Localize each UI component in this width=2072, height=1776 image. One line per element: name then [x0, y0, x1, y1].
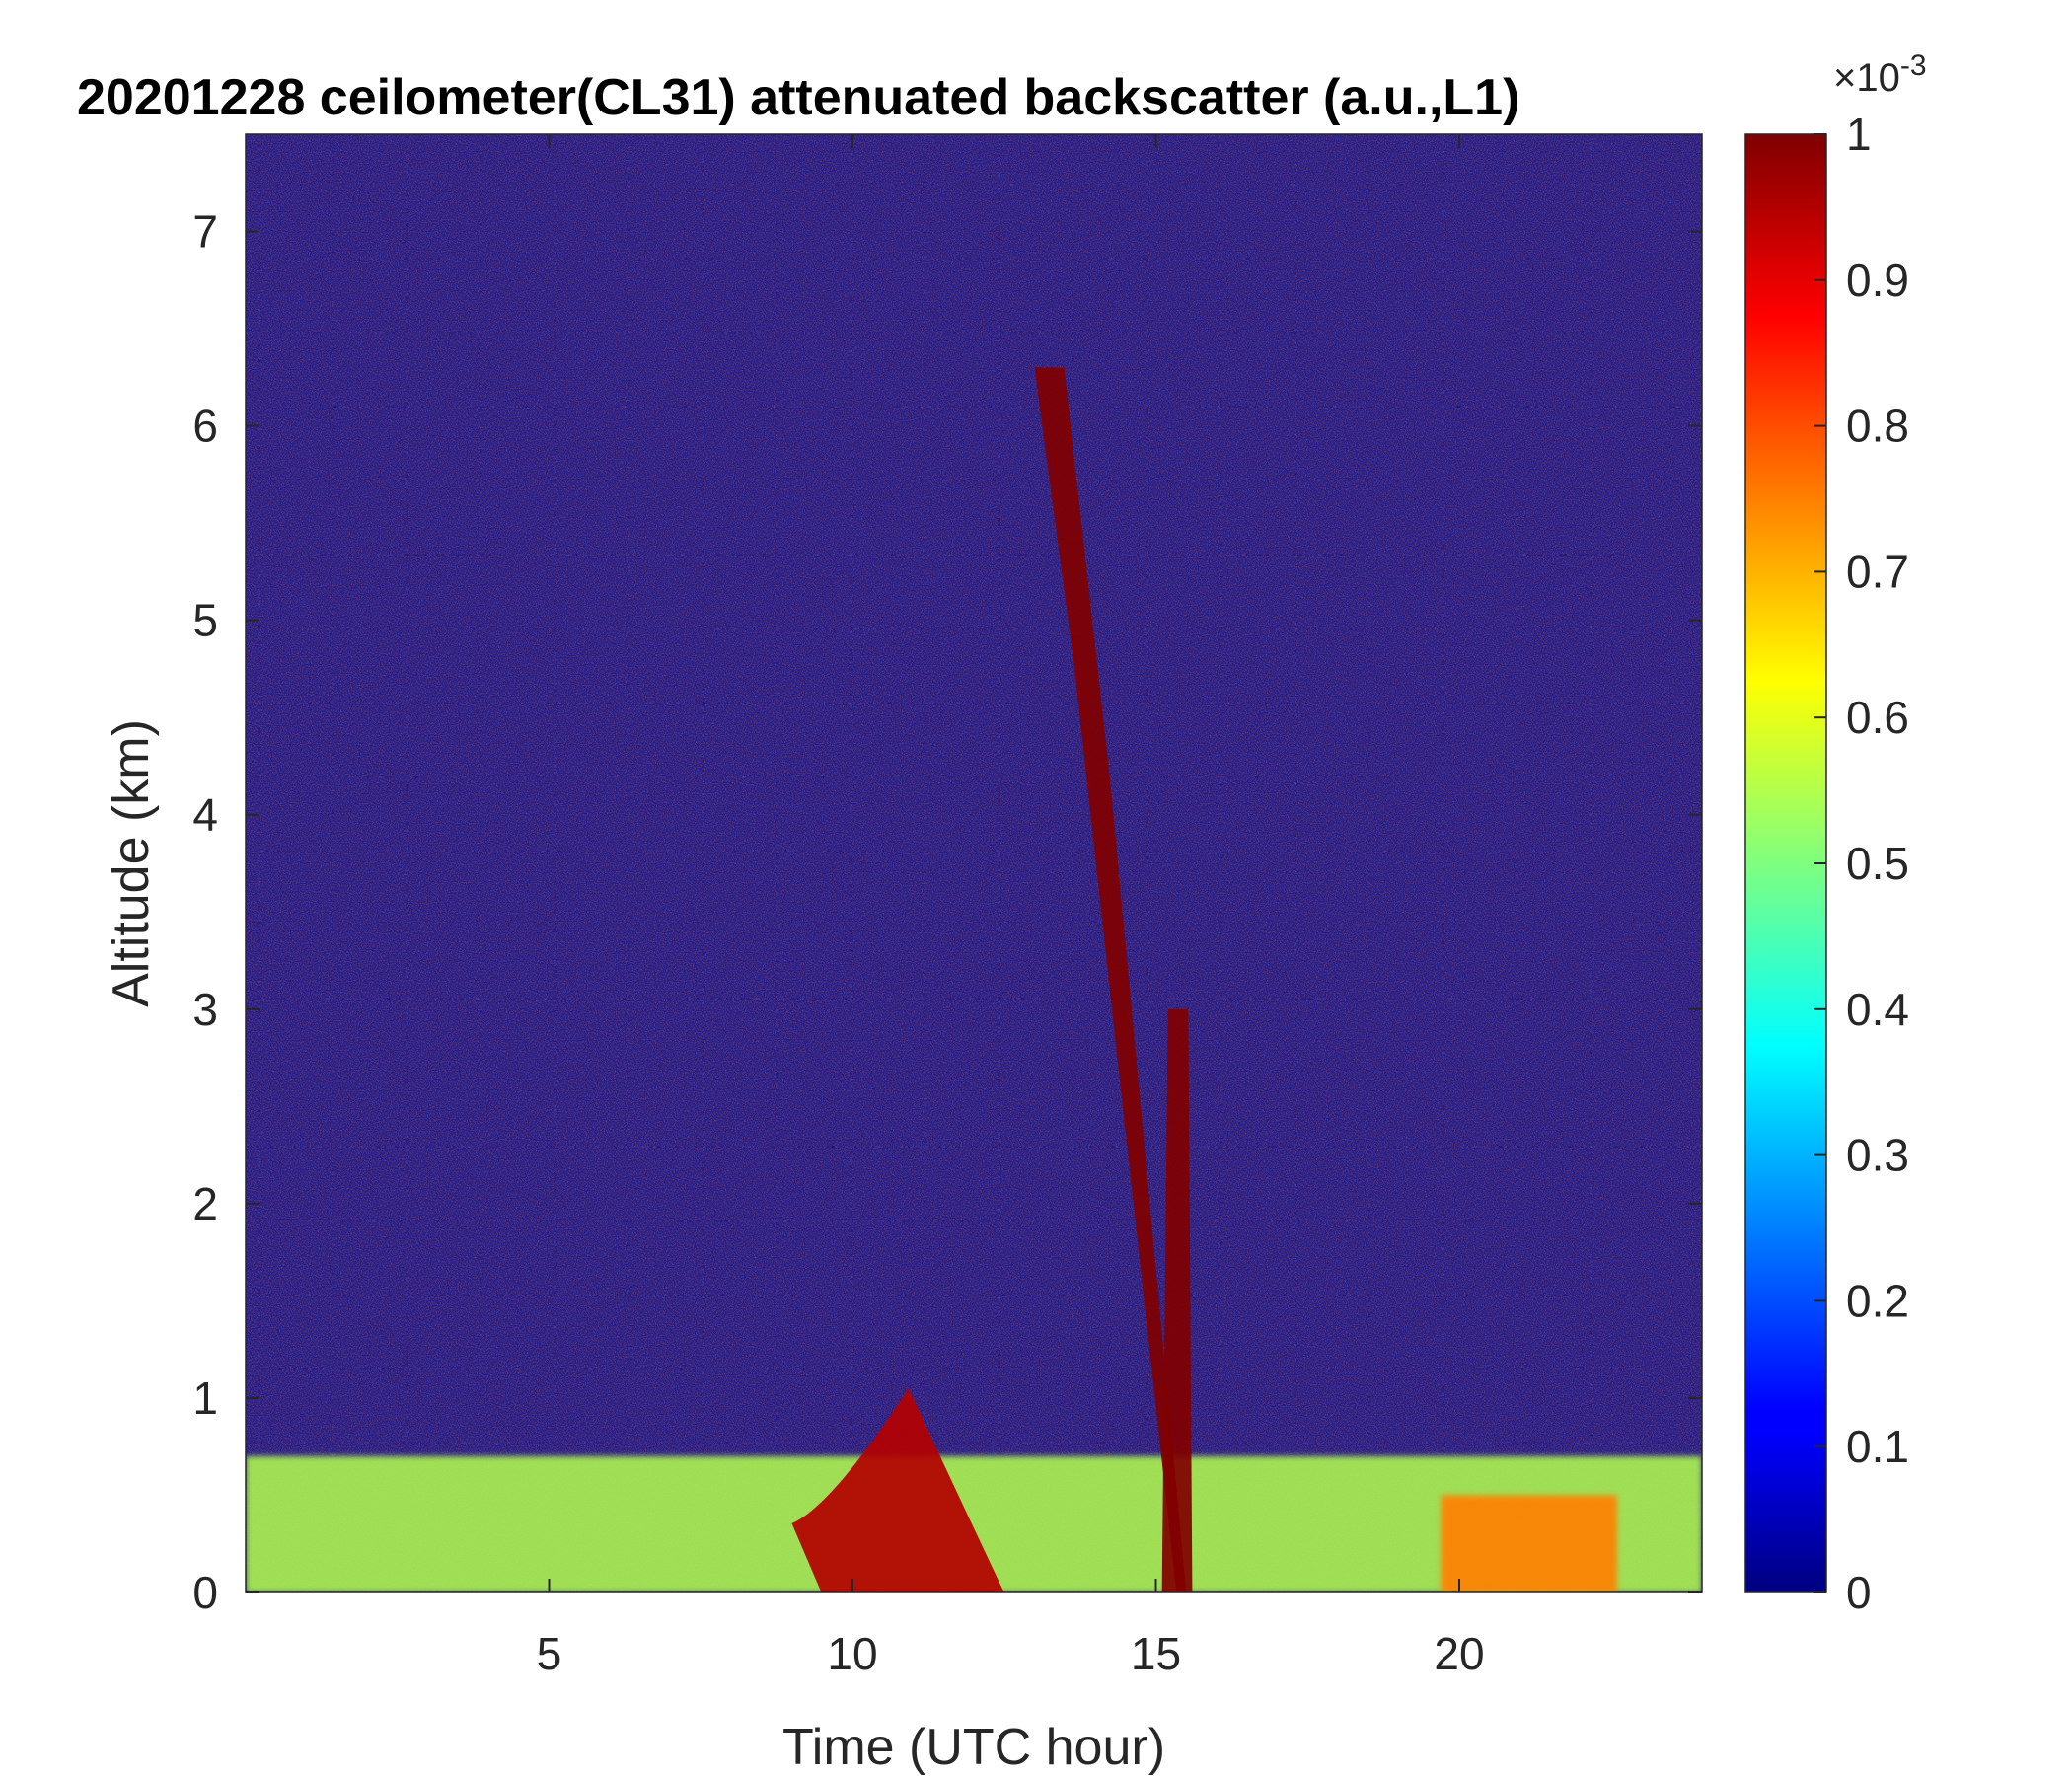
colorbar-tick-label: 0.4: [1846, 984, 1909, 1035]
chart-title: 20201228 ceilometer(CL31) attenuated bac…: [77, 69, 1519, 126]
colorbar-tick-label: 0: [1846, 1567, 1872, 1618]
x-axis-label: Time (UTC hour): [782, 1719, 1165, 1776]
y-axis-label: Altitude (km): [103, 719, 160, 1007]
colorbar-tick-label: 0.5: [1846, 838, 1909, 889]
colorbar-tick-label: 0.6: [1846, 692, 1909, 743]
x-tick-label: 5: [537, 1628, 562, 1679]
heatmap-features: [246, 367, 1702, 1592]
y-tick-label: 0: [192, 1567, 218, 1618]
plot-area: [246, 134, 1702, 1592]
heatmap-feature-precipitation-streak: [1034, 367, 1187, 1592]
y-tick-label: 7: [192, 206, 218, 258]
y-tick-label: 1: [192, 1372, 218, 1424]
y-tick-label: 5: [192, 595, 218, 646]
y-axis-ticks: 0 1 2 3 4 5 6 7: [192, 206, 1702, 1618]
x-tick-label: 15: [1131, 1628, 1181, 1679]
colorbar: 0 0.1 0.2 0.3 0.4 0.5 0.6 0.7 0.8 0.9 1 ×10-3: [1744, 49, 1927, 1618]
y-tick-label: 2: [192, 1178, 218, 1229]
x-tick-label: 20: [1434, 1628, 1484, 1679]
y-tick-label: 6: [192, 401, 218, 452]
heatmap-feature-aerosol-layer: [246, 1456, 1702, 1592]
heatmap-noise: [246, 134, 1702, 1592]
colorbar-scale: ×10-3: [1833, 49, 1927, 100]
y-tick-label: 4: [192, 789, 218, 841]
x-axis-ticks: 5 10 15 20: [537, 134, 1485, 1679]
heatmap-feature-precipitation-column: [1161, 1008, 1193, 1592]
x-tick-label: 10: [827, 1628, 877, 1679]
colorbar-bar: [1744, 133, 1827, 1593]
colorbar-tick-label: 1: [1846, 109, 1872, 160]
colorbar-tick-label: 0.1: [1846, 1421, 1909, 1472]
colorbar-tick-label: 0.7: [1846, 546, 1909, 597]
heatmap-feature-cloud: [791, 1388, 1004, 1592]
colorbar-tick-label: 0.8: [1846, 401, 1909, 452]
colorbar-ticks: 0 0.1 0.2 0.3 0.4 0.5 0.6 0.7 0.8 0.9 1: [1814, 109, 1909, 1618]
colorbar-scale-exponent: -3: [1900, 49, 1927, 82]
colorbar-scale-base: ×10: [1833, 56, 1900, 100]
plot-frame: [245, 133, 1703, 1593]
colorbar-tick-label: 0.9: [1846, 255, 1909, 306]
heatmap-feature-aerosol-patch: [1441, 1495, 1617, 1592]
colorbar-tick-label: 0.2: [1846, 1275, 1909, 1326]
y-tick-label: 3: [192, 984, 218, 1035]
colorbar-tick-label: 0.3: [1846, 1130, 1909, 1181]
